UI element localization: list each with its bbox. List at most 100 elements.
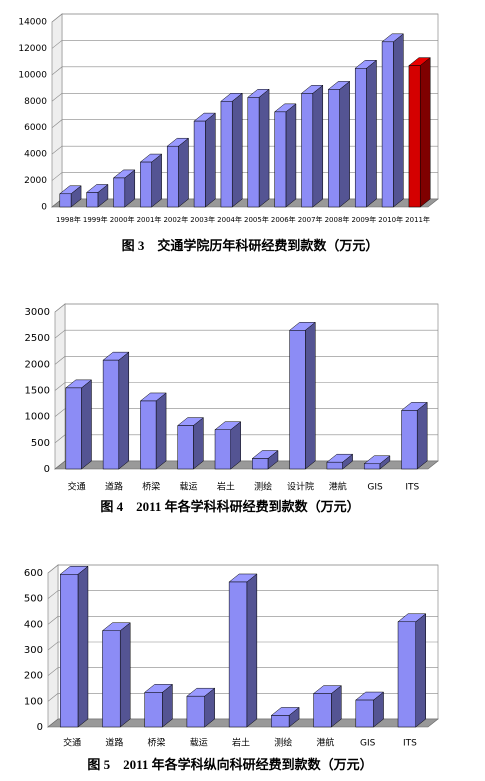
bar: [214, 429, 231, 470]
x-tick-label: 2008年: [325, 215, 350, 224]
y-tick-label: 2500: [25, 333, 50, 344]
bar: [140, 400, 157, 470]
bar-side: [119, 622, 131, 728]
x-tick-label: 测绘: [254, 481, 272, 493]
x-tick-label: 2006年: [271, 215, 296, 224]
grid-line: [47, 667, 438, 676]
bar: [186, 695, 205, 728]
y-tick-label: 10000: [18, 70, 47, 80]
x-tick-label: 载运: [190, 737, 208, 749]
side-wall: [51, 13, 63, 208]
y-tick-label: 1000: [25, 412, 50, 423]
bar: [354, 68, 367, 208]
floor: [51, 198, 439, 208]
x-tick-label: 2000年: [110, 215, 135, 224]
x-tick-label: 2001年: [137, 215, 162, 224]
x-tick-label: 2011年: [405, 215, 430, 224]
bar: [363, 463, 381, 470]
figure-caption: 图 5 2011 年各学科纵向科研经费到款数（万元）: [87, 757, 372, 772]
y-tick-label: 3000: [25, 307, 50, 318]
y-tick-label: 0: [37, 722, 43, 733]
y-tick-label: 100: [24, 696, 43, 707]
y-tick-label: 2000: [24, 176, 47, 186]
y-tick-label: 1500: [25, 386, 50, 397]
y-tick-label: 500: [31, 438, 50, 449]
x-tick-label: 交通: [63, 737, 81, 749]
x-tick-label: 2004年: [217, 215, 242, 224]
x-tick-label: 2005年: [244, 215, 269, 224]
figure-caption: 图 4 2011 年各学科科研经费到款数（万元）: [100, 499, 359, 514]
x-tick-label: GIS: [360, 739, 376, 749]
x-tick-label: 桥梁: [148, 737, 166, 749]
bar: [220, 101, 233, 208]
bar-side: [393, 33, 404, 208]
y-tick-label: 0: [41, 203, 47, 213]
x-tick-label: 桥梁: [142, 481, 160, 493]
bar: [65, 387, 82, 470]
bar: [113, 177, 126, 208]
bar-side: [155, 392, 167, 470]
bar-side: [312, 84, 324, 208]
bar: [144, 692, 163, 728]
y-tick-label: 8000: [24, 97, 47, 107]
x-tick-label: 1999年: [83, 215, 108, 224]
grid-line: [51, 13, 438, 23]
x-tick-label: 港航: [329, 481, 347, 493]
bar: [271, 715, 290, 728]
y-tick-label: 600: [24, 568, 43, 579]
x-tick-label: ITS: [403, 739, 417, 749]
bar: [381, 41, 394, 208]
grid-line: [47, 616, 438, 625]
y-tick-label: 400: [24, 619, 43, 630]
y-tick-label: 300: [24, 645, 43, 656]
y-tick-label: 4000: [24, 150, 47, 160]
bar: [102, 630, 121, 728]
y-tick-label: 6000: [24, 123, 47, 133]
x-tick-label: 港航: [316, 737, 334, 749]
x-tick-label: 设计院: [287, 481, 314, 493]
y-tick-label: 0: [44, 464, 50, 475]
figure-caption: 图 3 交通学院历年科研经费到款数（万元）: [122, 238, 379, 253]
grid-line: [47, 693, 438, 702]
x-tick-label: 岩土: [217, 481, 235, 493]
x-tick-label: 岩土: [232, 737, 250, 749]
bar-side: [305, 321, 316, 470]
x-tick-label: 载运: [180, 481, 198, 493]
x-tick-label: 交通: [68, 481, 86, 493]
y-tick-label: 500: [24, 594, 43, 605]
bar-side: [118, 351, 130, 470]
grid-line: [47, 590, 438, 599]
bar: [86, 192, 99, 208]
bar: [274, 111, 287, 208]
x-tick-label: 2002年: [163, 215, 188, 224]
bar-side: [205, 112, 216, 208]
bar-side: [415, 613, 427, 728]
bar-side: [366, 59, 377, 208]
bar: [397, 621, 417, 728]
bar-side: [231, 92, 243, 208]
bar-side: [285, 103, 297, 208]
y-tick-label: 14000: [18, 18, 47, 28]
bar: [355, 699, 374, 728]
grid-line: [51, 40, 438, 49]
y-tick-label: 12000: [18, 44, 47, 54]
x-tick-label: 2003年: [190, 215, 215, 224]
y-tick-label: 2000: [25, 359, 50, 370]
bar-side: [151, 153, 162, 208]
bar-side: [419, 57, 431, 208]
bar: [102, 359, 120, 470]
bar-side: [81, 379, 92, 470]
grid-line: [51, 66, 438, 76]
bar: [301, 93, 314, 208]
bar: [177, 425, 194, 470]
x-tick-label: 2007年: [298, 215, 323, 224]
bar: [328, 89, 340, 208]
bar: [228, 581, 248, 728]
bar: [408, 65, 421, 208]
bar-side: [178, 137, 189, 208]
x-tick-label: 1998年: [56, 215, 81, 224]
x-tick-label: GIS: [367, 483, 383, 493]
bar: [140, 161, 152, 208]
